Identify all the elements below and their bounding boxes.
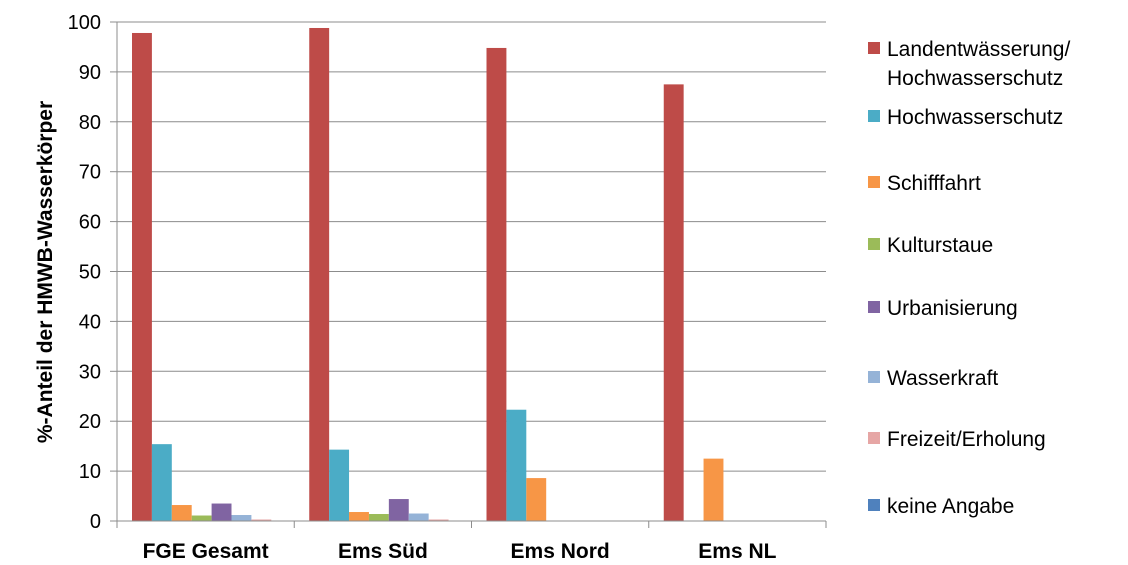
x-category-labels: FGE Gesamt Ems Süd Ems Nord Ems NL [143,540,777,563]
legend-label: Freizeit/Erholung [887,428,1046,451]
legend-label: keine Angabe [887,495,1014,518]
bar [211,503,232,521]
bar [171,505,192,521]
y-tick-label: 0 [90,511,101,533]
legend-label: Schifffahrt [887,172,981,195]
y-tick-label: 70 [79,162,101,184]
bar [703,458,724,521]
y-tick-label: 40 [79,311,101,333]
bar [408,513,429,521]
bar [231,515,252,521]
bar [132,32,152,522]
bar [486,47,507,522]
legend-label: Wasserkraft [887,367,998,390]
legend-swatch [868,499,880,511]
axes [116,22,827,528]
legend-swatch [868,110,880,122]
y-tick-label: 100 [68,12,101,34]
bar [368,514,389,521]
legend-label: Hochwasserschutz [887,67,1063,90]
legend-label: Kulturstaue [887,234,993,257]
bar [309,27,330,521]
y-tick-label: 30 [79,361,101,383]
bars [132,27,724,522]
legend-swatch [868,301,880,313]
bar [663,84,684,521]
bar [428,519,449,521]
legend-swatch [868,371,880,383]
bar [151,444,172,521]
legend: Landentwässerung/Hochwasserschutz Hochwas… [868,38,1070,518]
legend-label: Urbanisierung [887,297,1018,320]
y-tick-label: 10 [79,461,101,483]
bar [506,409,527,521]
legend-swatch [868,238,880,250]
legend-label: Landentwässerung/ [887,38,1070,61]
y-tick-label: 20 [79,411,101,433]
legend-swatch [868,42,880,54]
gridlines [110,21,826,522]
x-category-label: Ems Nord [511,540,610,563]
bar [349,512,369,521]
bar [526,478,547,521]
y-axis-label: %-Anteil der HMWB-Wasserkörper [34,101,57,443]
bar [329,449,350,521]
legend-swatch [868,176,880,188]
y-tick-label: 50 [79,262,101,284]
y-tick-label: 60 [79,212,101,234]
bar [388,499,409,521]
x-category-label: Ems NL [698,540,776,563]
y-tick-labels: 0 10 20 30 40 50 60 70 80 90 100 [68,12,101,533]
bar [251,519,272,521]
legend-swatch [868,432,880,444]
y-tick-label: 90 [79,62,101,84]
x-category-label: FGE Gesamt [143,540,269,563]
x-category-label: Ems Süd [338,540,428,563]
y-tick-label: 80 [79,112,101,134]
bar [191,515,212,521]
legend-label: Hochwasserschutz [887,106,1063,129]
